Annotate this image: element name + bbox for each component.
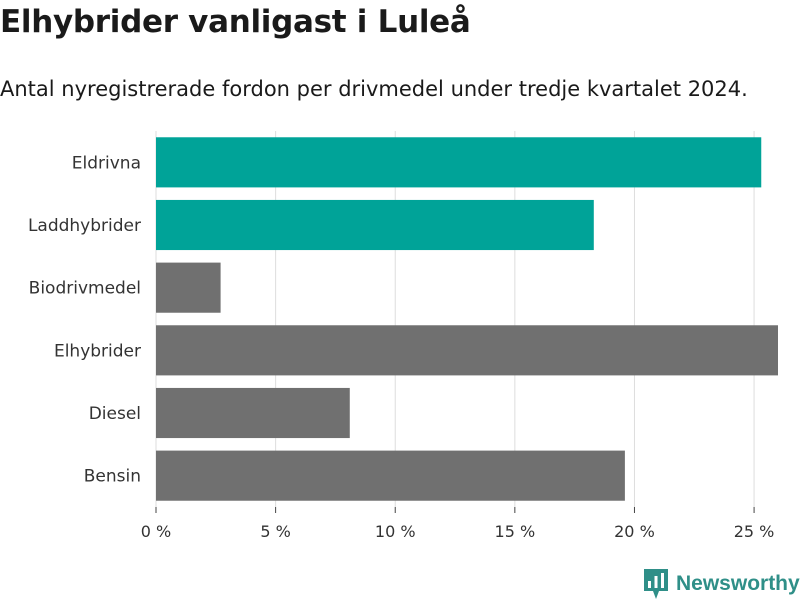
category-label: Eldrivna — [72, 153, 141, 173]
chart-title: Elhybrider vanligast i Luleå — [0, 4, 471, 40]
bar-biodrivmedel — [156, 262, 221, 313]
x-axis: 0 % 5 % 10 % 15 % 20 % 25 % — [141, 507, 775, 541]
x-tick-label: 15 % — [495, 522, 536, 541]
category-labels: Eldrivna Laddhybrider Biodrivmedel Elhybrid… — [28, 153, 141, 486]
chart-subtitle: Antal nyregistrerade fordon per drivmede… — [0, 77, 748, 101]
bar-laddhybrider — [156, 199, 594, 251]
brand-logo: Newsworthy — [644, 569, 800, 599]
bar-chart: Eldrivna Laddhybrider Biodrivmedel Elhybrid… — [28, 131, 778, 541]
x-tick-label: 20 % — [614, 522, 655, 541]
bar-bensin — [156, 450, 625, 501]
bar-elhybrider — [156, 325, 778, 376]
category-label: Biodrivmedel — [29, 279, 141, 299]
category-label: Bensin — [84, 467, 141, 487]
x-tick-label: 25 % — [734, 522, 775, 541]
bar-diesel — [156, 387, 350, 439]
category-label: Laddhybrider — [28, 216, 141, 236]
x-tick-label: 5 % — [260, 522, 290, 541]
x-tick-label: 0 % — [141, 522, 171, 541]
newsworthy-logo-icon — [644, 569, 668, 599]
x-tick-label: 10 % — [375, 522, 416, 541]
bar-eldrivna — [156, 137, 762, 188]
gridlines — [155, 131, 755, 507]
bars — [156, 137, 778, 501]
category-label: Diesel — [89, 404, 141, 424]
brand-name: Newsworthy — [676, 572, 800, 595]
category-label: Elhybrider — [54, 341, 141, 361]
